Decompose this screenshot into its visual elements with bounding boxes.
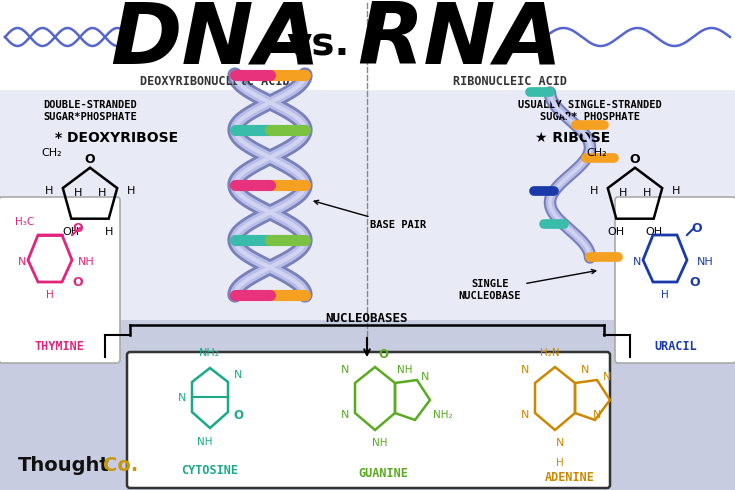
Text: ADENINE: ADENINE (545, 470, 595, 484)
Text: H: H (642, 188, 651, 198)
Text: * DEOXYRIBOSE: * DEOXYRIBOSE (55, 131, 178, 145)
Text: OH: OH (608, 227, 625, 237)
Text: H: H (98, 188, 106, 198)
Text: N: N (521, 365, 529, 375)
Text: NH₂: NH₂ (199, 348, 220, 358)
Text: SUGAR*PHOSPHATE: SUGAR*PHOSPHATE (43, 112, 137, 122)
Bar (0, 0, 735, 90)
Text: CH₂: CH₂ (587, 148, 607, 158)
Text: N: N (633, 257, 641, 267)
Text: O: O (73, 221, 83, 235)
Text: OH: OH (62, 227, 80, 237)
Text: NUCLEOBASES: NUCLEOBASES (326, 312, 408, 324)
Text: THYMINE: THYMINE (34, 341, 84, 353)
Text: RIBONUCLEIC ACID: RIBONUCLEIC ACID (453, 75, 567, 89)
Text: H: H (74, 188, 82, 198)
Text: NH: NH (372, 438, 388, 448)
Text: N: N (521, 410, 529, 420)
Text: vs.: vs. (287, 26, 350, 64)
Text: OH: OH (645, 227, 662, 237)
Text: O: O (630, 153, 640, 166)
Text: H: H (46, 290, 54, 300)
Text: H₂N: H₂N (540, 348, 560, 358)
Text: N: N (178, 393, 186, 403)
Text: USUALLY SINGLE-STRANDED: USUALLY SINGLE-STRANDED (518, 100, 662, 110)
Text: H: H (590, 187, 598, 196)
Text: Co.: Co. (103, 456, 138, 474)
Text: CH₂: CH₂ (41, 148, 62, 158)
Text: O: O (689, 275, 700, 289)
Text: NH: NH (397, 365, 413, 375)
Text: H: H (556, 458, 564, 468)
Text: O: O (85, 153, 96, 166)
Text: GUANINE: GUANINE (358, 466, 408, 480)
Text: SINGLE
NUCLEOBASE: SINGLE NUCLEOBASE (459, 270, 596, 301)
Text: N: N (603, 372, 612, 382)
Text: N: N (341, 365, 349, 375)
Text: N: N (18, 257, 26, 267)
Text: NH: NH (78, 257, 95, 267)
Text: ★ RIBOSE: ★ RIBOSE (535, 131, 610, 145)
FancyBboxPatch shape (0, 197, 120, 363)
Text: H: H (619, 188, 627, 198)
Text: RNA: RNA (357, 0, 562, 81)
Text: O: O (378, 348, 388, 362)
Text: NH₂: NH₂ (433, 410, 453, 420)
Text: N: N (556, 438, 564, 448)
Text: N: N (581, 365, 589, 375)
Text: BASE PAIR: BASE PAIR (314, 200, 426, 230)
Text: H: H (45, 187, 54, 196)
Text: SUGAR* PHOSPHATE: SUGAR* PHOSPHATE (540, 112, 640, 122)
Text: NH: NH (197, 437, 212, 447)
Text: H: H (104, 227, 113, 237)
Text: N: N (341, 410, 349, 420)
Text: NH: NH (697, 257, 714, 267)
Bar (0, 90, 735, 350)
Text: H: H (661, 290, 669, 300)
Text: O: O (692, 221, 703, 235)
Text: Thought: Thought (18, 456, 110, 474)
Text: O: O (73, 275, 83, 289)
Text: CYTOSINE: CYTOSINE (182, 464, 238, 476)
Text: H₃C: H₃C (15, 217, 35, 227)
Text: N: N (234, 370, 243, 380)
Bar (100, 320, 635, 490)
Text: O: O (233, 409, 243, 421)
Text: H: H (672, 187, 680, 196)
Text: URACIL: URACIL (655, 341, 698, 353)
Text: H: H (126, 187, 135, 196)
Text: DEOXYRIBONUCLEIC ACID: DEOXYRIBONUCLEIC ACID (140, 75, 290, 89)
Text: N: N (421, 372, 429, 382)
FancyBboxPatch shape (615, 197, 735, 363)
Text: DOUBLE-STRANDED: DOUBLE-STRANDED (43, 100, 137, 110)
Text: N: N (593, 410, 601, 420)
FancyBboxPatch shape (127, 352, 610, 488)
Bar (0, 345, 735, 490)
Text: DNA: DNA (110, 0, 320, 81)
